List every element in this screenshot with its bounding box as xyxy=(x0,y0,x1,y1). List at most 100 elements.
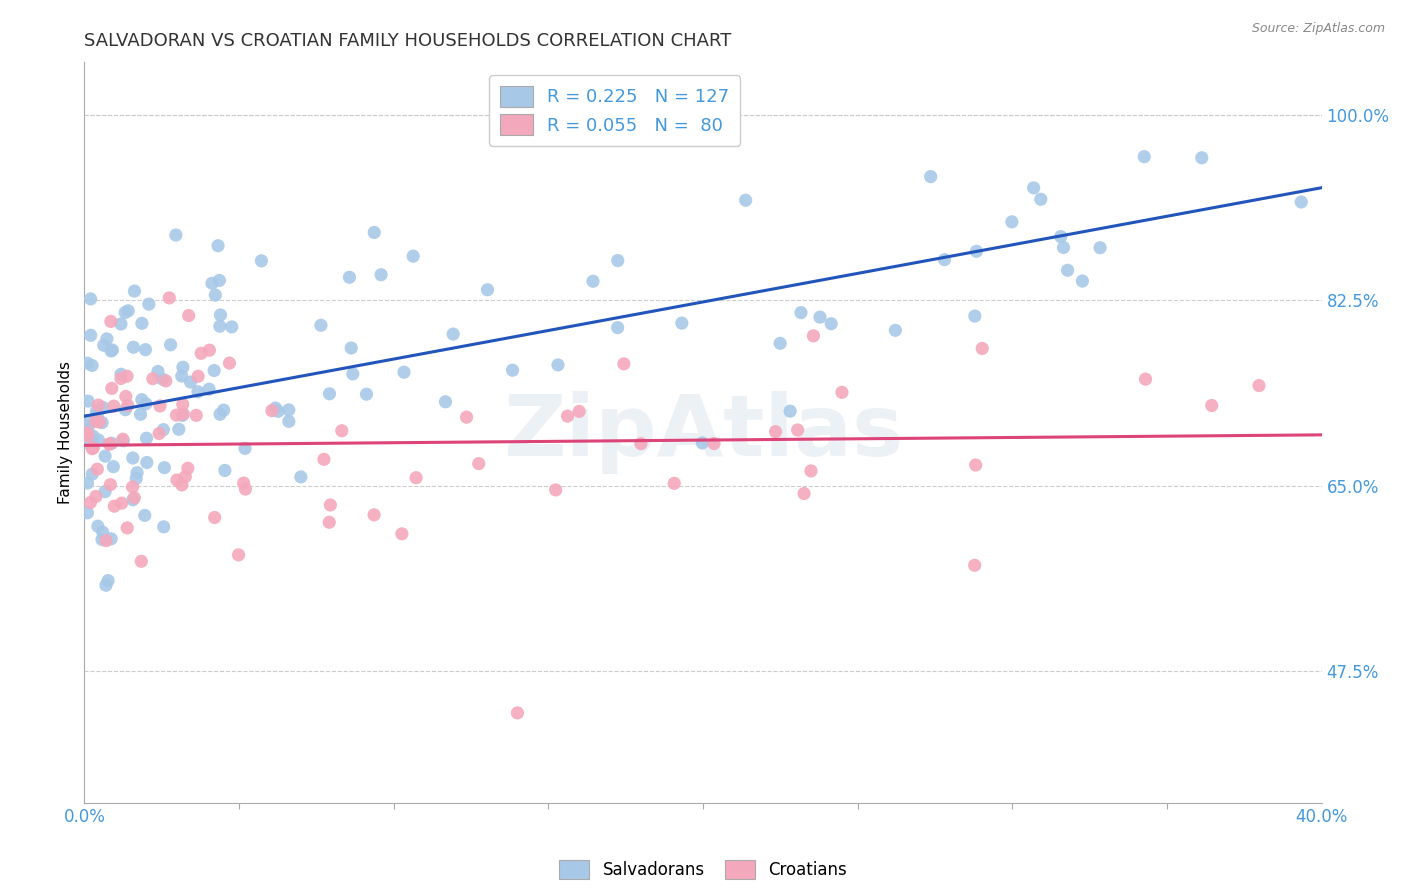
Point xyxy=(114,305,136,319)
Point xyxy=(671,316,693,330)
Point xyxy=(172,397,194,411)
Point xyxy=(557,409,579,424)
Point xyxy=(208,273,231,287)
Point xyxy=(963,309,986,323)
Point xyxy=(124,491,146,505)
Point xyxy=(186,409,208,423)
Point xyxy=(318,386,340,401)
Point xyxy=(112,434,135,448)
Point xyxy=(456,410,478,425)
Point xyxy=(152,520,174,534)
Point xyxy=(221,319,243,334)
Point xyxy=(1056,263,1078,277)
Point xyxy=(121,480,143,494)
Point xyxy=(165,227,187,242)
Point xyxy=(207,238,229,252)
Point xyxy=(208,319,231,334)
Point xyxy=(177,461,200,475)
Point xyxy=(115,521,138,535)
Point xyxy=(114,389,136,403)
Point xyxy=(100,314,122,328)
Point xyxy=(87,519,110,533)
Point xyxy=(111,432,134,446)
Legend: Salvadorans, Croatians: Salvadorans, Croatians xyxy=(551,852,855,888)
Point xyxy=(148,426,170,441)
Point xyxy=(98,437,121,451)
Point xyxy=(235,482,257,496)
Point xyxy=(135,431,157,445)
Point xyxy=(402,249,425,263)
Point xyxy=(1201,399,1223,413)
Point xyxy=(82,441,104,455)
Point xyxy=(152,423,174,437)
Point xyxy=(613,357,636,371)
Point xyxy=(392,365,415,379)
Point xyxy=(117,399,139,413)
Point xyxy=(769,336,792,351)
Point xyxy=(172,409,194,423)
Point xyxy=(630,436,652,450)
Point xyxy=(97,574,120,588)
Point xyxy=(434,394,457,409)
Point xyxy=(330,424,353,438)
Point xyxy=(1133,150,1156,164)
Point xyxy=(972,342,994,356)
Point xyxy=(339,270,361,285)
Point xyxy=(204,288,226,302)
Point xyxy=(1289,194,1312,209)
Point xyxy=(363,508,385,522)
Point xyxy=(260,403,283,417)
Point xyxy=(703,436,725,450)
Point xyxy=(77,419,100,434)
Point xyxy=(94,484,117,499)
Point xyxy=(96,332,118,346)
Text: ZipAtlas: ZipAtlas xyxy=(503,391,903,475)
Point xyxy=(91,401,114,415)
Point xyxy=(963,558,986,573)
Point xyxy=(212,403,235,417)
Point xyxy=(920,169,942,184)
Point xyxy=(91,525,114,540)
Point xyxy=(218,356,240,370)
Point xyxy=(340,341,363,355)
Point xyxy=(363,226,385,240)
Point xyxy=(477,283,499,297)
Point xyxy=(94,578,117,592)
Point xyxy=(80,328,103,343)
Point xyxy=(228,548,250,562)
Point xyxy=(606,320,628,334)
Point xyxy=(165,408,187,422)
Point xyxy=(250,253,273,268)
Point xyxy=(138,297,160,311)
Point xyxy=(277,414,299,428)
Point xyxy=(103,499,125,513)
Point xyxy=(87,398,110,412)
Point xyxy=(131,392,153,407)
Point xyxy=(198,382,221,396)
Point xyxy=(233,442,256,456)
Point xyxy=(664,476,686,491)
Point xyxy=(965,458,987,472)
Point xyxy=(80,437,103,451)
Point xyxy=(110,368,132,382)
Point xyxy=(267,404,290,418)
Point xyxy=(166,473,188,487)
Point xyxy=(318,516,340,530)
Point xyxy=(356,387,378,401)
Point xyxy=(110,496,132,510)
Point xyxy=(208,407,231,421)
Point xyxy=(153,460,176,475)
Point xyxy=(100,343,122,358)
Point xyxy=(76,476,98,491)
Point xyxy=(1135,372,1157,386)
Point xyxy=(121,450,143,465)
Point xyxy=(114,402,136,417)
Point xyxy=(82,429,104,443)
Point xyxy=(934,252,956,267)
Point xyxy=(101,343,124,357)
Point xyxy=(76,414,98,428)
Point xyxy=(157,291,180,305)
Point xyxy=(172,360,194,375)
Point xyxy=(110,317,132,331)
Point xyxy=(765,425,787,439)
